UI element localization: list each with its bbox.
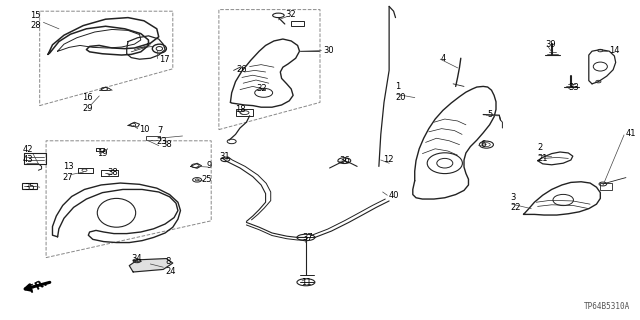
Text: 31: 31	[219, 152, 230, 161]
Text: 5: 5	[488, 110, 493, 119]
Text: 14: 14	[609, 46, 620, 55]
Text: 36: 36	[339, 156, 350, 165]
Bar	[600, 183, 612, 190]
Text: TP64B5310A: TP64B5310A	[584, 302, 630, 311]
Bar	[22, 183, 37, 189]
Text: 17: 17	[159, 55, 170, 64]
Bar	[291, 21, 304, 26]
Text: 39: 39	[545, 40, 556, 49]
Text: 11: 11	[301, 278, 311, 287]
Polygon shape	[129, 259, 173, 272]
Text: 6: 6	[480, 140, 485, 149]
Text: 4: 4	[440, 54, 445, 63]
Text: 26: 26	[237, 65, 248, 74]
Text: 38: 38	[161, 140, 172, 149]
Text: 37: 37	[302, 233, 313, 242]
Text: 42
43: 42 43	[22, 145, 33, 164]
Text: 32: 32	[256, 84, 267, 93]
Text: 3
22: 3 22	[511, 193, 521, 212]
Text: 2
21: 2 21	[538, 143, 548, 163]
Text: 34: 34	[131, 254, 142, 263]
Text: 9: 9	[206, 161, 211, 170]
Text: 25: 25	[202, 175, 212, 184]
Text: FR.: FR.	[28, 276, 49, 294]
Text: 13
27: 13 27	[63, 163, 74, 182]
Text: 16
29: 16 29	[82, 93, 93, 113]
Text: 41: 41	[626, 129, 636, 138]
Text: 18: 18	[236, 105, 246, 114]
Text: 38: 38	[108, 168, 118, 177]
Text: 30: 30	[323, 46, 334, 55]
Text: 1
20: 1 20	[396, 83, 406, 102]
Text: 33: 33	[568, 83, 579, 92]
Text: 19: 19	[97, 149, 108, 158]
Text: 7
23: 7 23	[157, 126, 168, 146]
Bar	[236, 109, 253, 116]
Text: 8
24: 8 24	[165, 257, 175, 276]
Text: 15
28: 15 28	[30, 11, 41, 30]
Text: 32: 32	[285, 10, 296, 19]
Text: 12: 12	[383, 155, 393, 164]
Text: 35: 35	[24, 183, 35, 192]
Text: 40: 40	[389, 191, 399, 200]
Bar	[146, 136, 160, 140]
Text: 10: 10	[140, 125, 150, 134]
